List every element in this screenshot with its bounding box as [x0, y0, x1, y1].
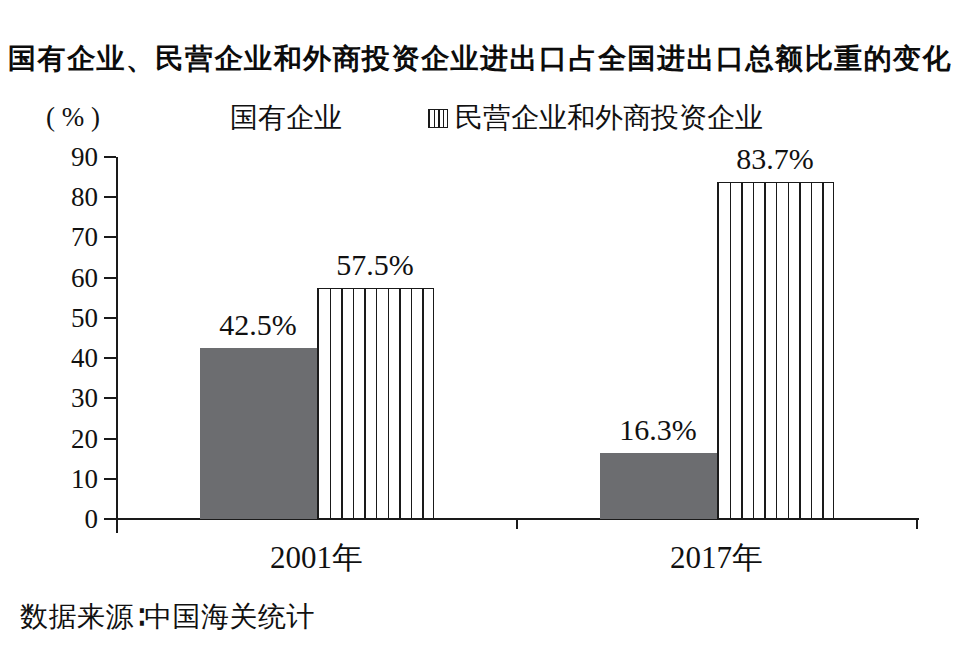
y-tick-label: 0	[34, 503, 98, 535]
y-axis-tick	[104, 397, 116, 399]
y-axis-tick	[104, 317, 116, 319]
bar-value-label: 42.5%	[178, 308, 338, 342]
y-axis-tick	[104, 518, 116, 520]
bar-striped-2017年	[717, 182, 834, 519]
y-axis-tick	[104, 236, 116, 238]
y-axis-line	[116, 157, 118, 533]
x-axis-tick	[516, 520, 518, 529]
y-tick-label: 70	[34, 221, 98, 253]
bar-solid-2001年	[200, 348, 317, 519]
y-tick-label: 40	[34, 342, 98, 374]
bar-value-label: 83.7%	[695, 142, 855, 176]
source-note: 数据来源∶中国海关统计	[20, 598, 315, 636]
y-axis-tick	[104, 478, 116, 480]
y-tick-label: 30	[34, 382, 98, 414]
bar-value-label: 57.5%	[295, 248, 455, 282]
y-axis-tick	[104, 196, 116, 198]
y-tick-label: 10	[34, 463, 98, 495]
y-tick-label: 60	[34, 262, 98, 294]
y-axis-tick	[104, 156, 116, 158]
y-tick-label: 80	[34, 181, 98, 213]
y-tick-label: 50	[34, 302, 98, 334]
bar-striped-2001年	[317, 288, 434, 519]
x-category-label: 2017年	[617, 537, 817, 579]
plot-area: 0 10 20 30 40 50 60 70 80 90 42.5% 57.5% 2001年 16.3% 8…	[0, 0, 960, 660]
bar-solid-2017年	[600, 453, 717, 519]
x-axis-tick	[916, 520, 918, 529]
x-category-label: 2001年	[217, 537, 417, 579]
y-tick-label: 90	[34, 141, 98, 173]
y-axis-tick	[104, 438, 116, 440]
bar-value-label: 16.3%	[578, 413, 738, 447]
chart-figure: 国有企业、民营企业和外商投资企业进出口占全国进出口总额比重的变化 ( % ) 国…	[0, 0, 960, 660]
y-axis-tick	[104, 277, 116, 279]
y-tick-label: 20	[34, 423, 98, 455]
y-axis-tick	[104, 357, 116, 359]
